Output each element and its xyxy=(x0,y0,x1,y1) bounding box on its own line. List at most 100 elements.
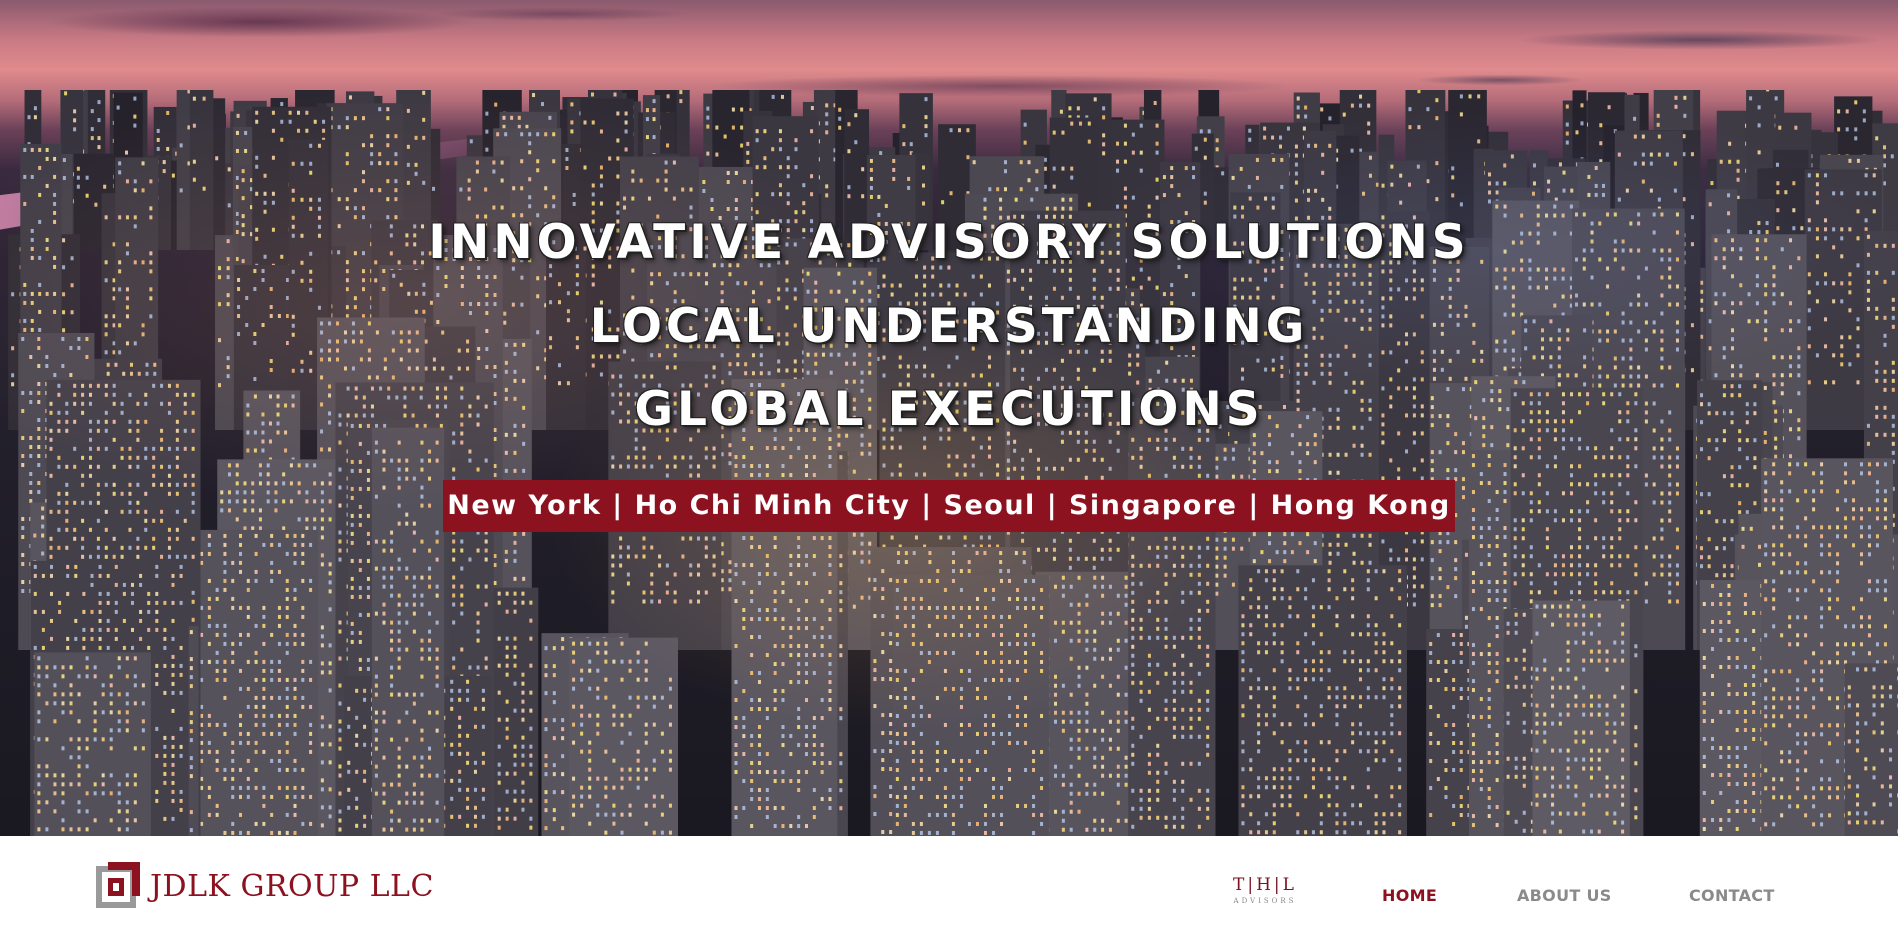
building-window xyxy=(528,195,532,200)
building-window xyxy=(861,194,865,199)
building-window xyxy=(118,287,122,292)
building-window xyxy=(1700,289,1704,294)
building-window xyxy=(746,141,750,146)
building-window xyxy=(97,136,101,141)
building-window xyxy=(966,191,970,196)
building-window xyxy=(1215,165,1219,170)
building-window xyxy=(652,135,656,140)
building-window xyxy=(1368,155,1372,160)
building-window xyxy=(38,291,42,296)
building-window xyxy=(802,201,806,206)
building-window xyxy=(1674,95,1678,100)
building xyxy=(844,109,870,250)
building-window xyxy=(300,161,304,166)
building-window xyxy=(1256,286,1260,291)
building-window xyxy=(838,125,842,130)
building-window xyxy=(1043,157,1047,162)
building-window xyxy=(1736,177,1740,182)
building-window xyxy=(536,132,540,137)
building-window xyxy=(599,174,603,179)
building-window xyxy=(715,152,719,157)
building-window xyxy=(422,180,426,185)
building-window xyxy=(780,94,784,99)
building-window xyxy=(599,183,603,188)
building-window xyxy=(742,180,746,185)
building-window xyxy=(218,338,222,343)
building-window xyxy=(520,186,524,191)
building-window xyxy=(1625,188,1629,193)
building-window xyxy=(345,287,349,292)
building-window xyxy=(1408,107,1412,112)
building-window xyxy=(291,197,295,202)
building-window xyxy=(941,200,945,205)
building-window xyxy=(778,138,782,143)
building-window xyxy=(406,180,410,185)
building-window xyxy=(1856,191,1860,196)
building-window xyxy=(1241,205,1245,210)
building-window xyxy=(734,198,738,203)
building-window xyxy=(1649,161,1653,166)
building-window xyxy=(112,350,116,355)
building-window xyxy=(407,291,411,296)
building-window xyxy=(361,251,365,256)
building-window xyxy=(345,161,349,166)
building-window xyxy=(522,468,526,473)
building-window xyxy=(1727,193,1731,198)
building-window xyxy=(1690,152,1694,157)
building-window xyxy=(414,162,418,167)
building-window xyxy=(378,188,382,193)
building-window xyxy=(1271,135,1275,140)
building-window xyxy=(317,206,321,211)
building-window xyxy=(702,180,706,185)
building-window xyxy=(1448,358,1452,363)
building-window xyxy=(1565,140,1569,145)
building-window xyxy=(1736,159,1740,164)
building-window xyxy=(771,94,775,99)
building-window xyxy=(624,129,628,134)
building-window xyxy=(645,135,649,140)
building-window xyxy=(666,143,670,148)
building-window xyxy=(1794,125,1798,130)
building-window xyxy=(972,160,976,165)
building-window xyxy=(255,164,259,169)
building-window xyxy=(664,187,668,192)
building-window xyxy=(1837,127,1841,132)
building-window xyxy=(1076,106,1080,111)
building-window xyxy=(1448,277,1452,282)
building-window xyxy=(271,110,275,115)
building-window xyxy=(202,96,206,101)
building-window xyxy=(353,215,357,220)
building-window xyxy=(1728,159,1732,164)
building-window xyxy=(532,93,536,98)
building-window xyxy=(855,243,859,248)
building-window xyxy=(771,192,775,197)
building-window xyxy=(1641,161,1645,166)
city-skyline-image xyxy=(8,90,1898,836)
building-window xyxy=(104,314,108,319)
building-window xyxy=(226,239,230,244)
building-window xyxy=(624,120,628,125)
building-window xyxy=(309,170,313,175)
building-window xyxy=(861,167,865,172)
building-window xyxy=(1294,162,1298,167)
building-window xyxy=(399,282,403,287)
building-window xyxy=(1815,281,1819,286)
building-window xyxy=(847,243,851,248)
building-window xyxy=(485,147,489,152)
building-window xyxy=(1882,154,1886,159)
building-window xyxy=(1864,173,1868,178)
building-window xyxy=(1367,121,1371,126)
building-window xyxy=(825,184,829,189)
building-window xyxy=(1426,107,1430,112)
building-window xyxy=(1203,191,1207,196)
building-window xyxy=(583,165,587,170)
building-window xyxy=(112,242,116,247)
building-window xyxy=(1617,152,1621,157)
building-window xyxy=(1294,216,1298,221)
building-window xyxy=(656,178,660,183)
building-window xyxy=(590,92,594,97)
building-window xyxy=(763,129,767,134)
building-window xyxy=(810,129,814,134)
building-window xyxy=(1256,358,1260,363)
building-window xyxy=(771,147,775,152)
